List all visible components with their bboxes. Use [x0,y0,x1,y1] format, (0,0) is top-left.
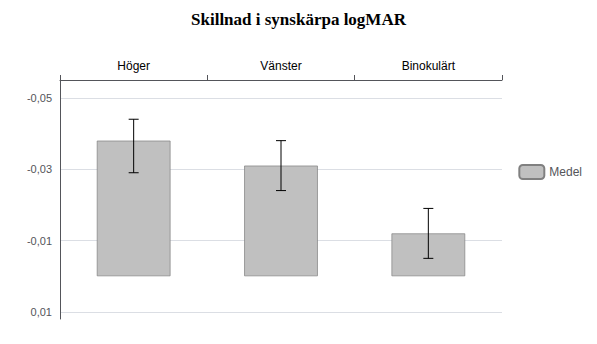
svg-text:0,01: 0,01 [31,306,52,318]
svg-text:Binokulärt: Binokulärt [402,59,456,73]
svg-text:Höger: Höger [117,59,150,73]
svg-text:-0,05: -0,05 [27,92,52,104]
svg-text:Vänster: Vänster [260,59,301,73]
svg-text:Medel: Medel [549,165,582,179]
svg-text:-0,01: -0,01 [27,235,52,247]
svg-text:Skillnad i synskärpa logMAR: Skillnad i synskärpa logMAR [191,10,407,29]
svg-text:-0,03: -0,03 [27,163,52,175]
